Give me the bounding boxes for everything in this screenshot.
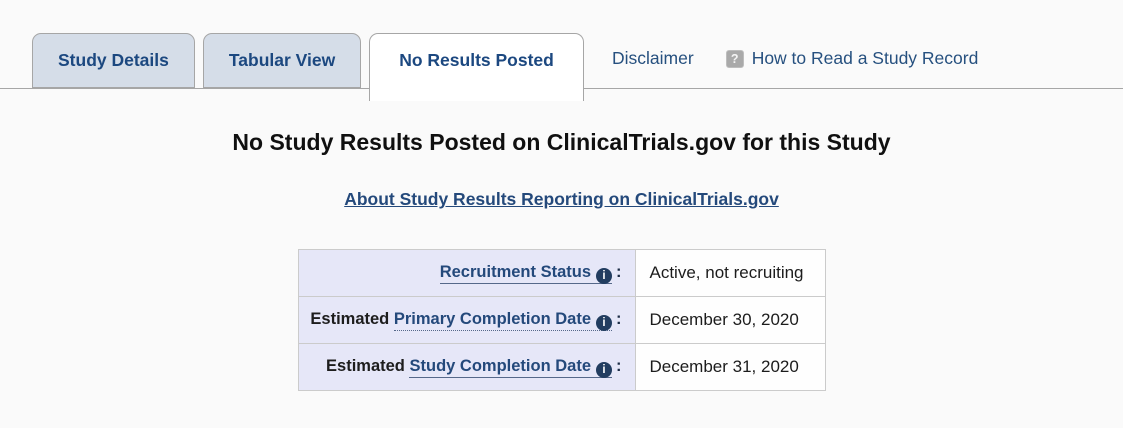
study-completion-label-cell: Estimated Study Completion Date i: <box>297 343 636 391</box>
label-colon: : <box>616 262 622 281</box>
info-icon: i <box>596 267 612 284</box>
recruitment-status-value: Active, not recruiting <box>634 249 826 297</box>
how-to-read-link[interactable]: ? How to Read a Study Record <box>725 48 979 69</box>
table-row-recruitment-status: Recruitment Status i: Active, not recruit… <box>297 249 826 297</box>
term-text: Study Completion Date <box>409 356 591 375</box>
primary-completion-date-value: December 30, 2020 <box>634 296 826 344</box>
label-prefix: Estimated <box>326 356 405 375</box>
tab-bar: Study Details Tabular View No Results Po… <box>0 0 1123 101</box>
info-icon: i <box>596 314 612 331</box>
about-study-results-link[interactable]: About Study Results Reporting on Clinica… <box>344 189 779 209</box>
about-link-wrap: About Study Results Reporting on Clinica… <box>0 189 1123 210</box>
tab-tabular-view-label: Tabular View <box>228 50 336 70</box>
primary-completion-label-cell: Estimated Primary Completion Date i: <box>297 296 636 344</box>
tab-study-details-label: Study Details <box>58 50 169 70</box>
recruitment-status-label-cell: Recruitment Status i: <box>297 249 636 297</box>
label-colon: : <box>616 309 622 328</box>
study-status-table: Recruitment Status i: Active, not recruit… <box>297 249 826 391</box>
study-completion-date-value: December 31, 2020 <box>634 343 826 391</box>
disclaimer-link[interactable]: Disclaimer <box>612 48 694 68</box>
recruitment-status-term-link[interactable]: Recruitment Status i <box>439 262 612 284</box>
label-colon: : <box>616 356 622 375</box>
tab-no-results-posted[interactable]: No Results Posted <box>369 33 584 101</box>
table-row-primary-completion-date: Estimated Primary Completion Date i: Dece… <box>297 296 826 344</box>
label-prefix: Estimated <box>310 309 390 328</box>
term-text: Primary Completion Date <box>393 309 591 328</box>
help-question-icon: ? <box>725 49 744 68</box>
study-completion-date-term-link[interactable]: Study Completion Date i <box>409 356 612 378</box>
tab-strip: Study Details Tabular View No Results Po… <box>32 33 584 101</box>
tab-study-details[interactable]: Study Details <box>32 33 195 88</box>
primary-completion-date-term-link[interactable]: Primary Completion Date i <box>393 309 612 331</box>
tab-no-results-posted-label: No Results Posted <box>399 50 554 70</box>
tab-tabular-view[interactable]: Tabular View <box>202 33 362 88</box>
info-icon: i <box>596 361 612 378</box>
term-text: Recruitment Status <box>439 262 591 281</box>
table-row-study-completion-date: Estimated Study Completion Date i: Decemb… <box>297 343 826 391</box>
top-links: Disclaimer ? How to Read a Study Record <box>612 48 978 69</box>
how-to-read-label: How to Read a Study Record <box>751 48 979 68</box>
page-title: No Study Results Posted on ClinicalTrial… <box>232 129 891 155</box>
